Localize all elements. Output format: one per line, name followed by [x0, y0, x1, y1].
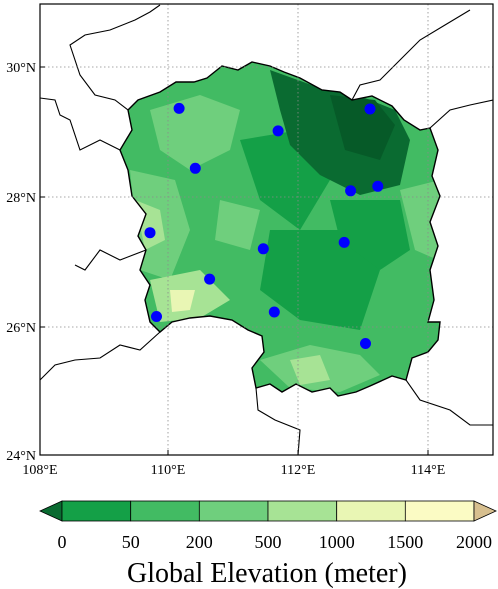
station-marker-2 [272, 125, 284, 137]
station-marker-1 [173, 102, 185, 114]
southern-peak [290, 355, 330, 385]
map-frame [39, 3, 494, 456]
guizhou-boundary [74, 249, 147, 271]
northeast-boundary [429, 99, 493, 129]
lat-label-30n: 30°N [6, 61, 36, 76]
station-marker-4 [189, 162, 201, 174]
colorbar-title: Global Elevation (meter) [127, 558, 407, 589]
dongting-lake [330, 95, 395, 160]
station-marker-12 [268, 306, 280, 318]
lon-label-110e: 110°E [151, 463, 186, 478]
province-boundary [119, 61, 441, 397]
east-plain [330, 200, 410, 270]
station-marker-8 [257, 243, 269, 255]
colorbar-label-200: 200 [186, 532, 213, 552]
lat-label-26n: 26°N [6, 321, 36, 336]
neighbor-boundaries [40, 4, 493, 455]
station-marker-3 [364, 103, 376, 115]
lat-label-28n: 28°N [6, 191, 36, 206]
lon-label-114e: 114°E [411, 463, 446, 478]
colorbar-segment-8 [473, 500, 497, 522]
eastern-ridge [400, 180, 440, 260]
west-boundary [40, 97, 121, 151]
western-highland [150, 95, 240, 170]
station-marker-6 [372, 180, 384, 192]
colorbar-segment-2 [61, 500, 132, 522]
station-marker-7 [144, 227, 156, 239]
southwest-boundary [40, 331, 161, 381]
colorbar-labels: 0502005001000150020003000 [58, 532, 493, 552]
elevation-layer [120, 62, 440, 396]
colorbar-segment-1 [39, 500, 63, 522]
colorbar-segment-3 [130, 500, 200, 522]
central-hills [215, 200, 260, 250]
lon-label-112e: 112°E [281, 463, 316, 478]
colorbar-label-1000: 1000 [319, 532, 355, 552]
axis-ticks [40, 66, 429, 455]
north-west-boundary [69, 4, 161, 111]
gridlines [40, 4, 493, 455]
colorbar-label-2000: 2000 [456, 532, 492, 552]
station-marker-10 [204, 273, 216, 285]
stations-layer [144, 102, 384, 349]
south-boundary-guangxi [255, 387, 301, 455]
south-boundary-guangdong [405, 379, 493, 426]
station-marker-11 [151, 311, 162, 322]
hubei-boundary [351, 9, 471, 101]
colorbar-segment-7 [404, 500, 475, 522]
colorbar [39, 500, 497, 522]
colorbar-segment-5 [267, 500, 338, 522]
colorbar-label-500: 500 [255, 532, 282, 552]
colorbar-label-1500: 1500 [387, 532, 423, 552]
colorbar-label-0: 0 [58, 532, 67, 552]
station-marker-5 [345, 185, 357, 197]
colorbar-label-50: 50 [122, 532, 140, 552]
southwest-peak [170, 290, 195, 312]
station-marker-9 [338, 236, 350, 248]
lon-label-108e: 108°E [22, 463, 57, 478]
xiang-valley [260, 230, 380, 330]
lat-label-24n: 24°N [6, 449, 36, 464]
colorbar-segment-6 [336, 500, 406, 522]
colorbar-segment-4 [198, 500, 269, 522]
dongting-lowland [270, 70, 410, 195]
station-marker-13 [360, 338, 371, 349]
